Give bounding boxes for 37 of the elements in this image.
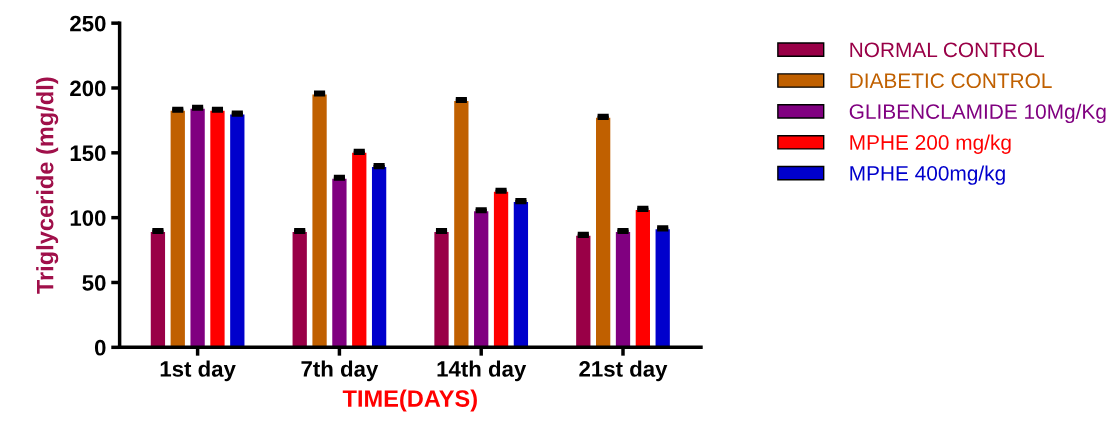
y-tick-label: 0 [94, 339, 106, 356]
y-tick-label: 200 [70, 80, 106, 97]
bar [332, 178, 347, 348]
bar [312, 94, 327, 348]
bar [190, 108, 205, 348]
bar [230, 114, 245, 348]
bar [352, 152, 367, 348]
bar [454, 100, 469, 348]
bar [596, 117, 611, 348]
bar [371, 167, 387, 348]
legend-label: DIABETIC CONTROL [850, 73, 1052, 89]
y-tick-label: 250 [70, 15, 106, 32]
y-tick-label: 50 [82, 275, 106, 291]
legend-label: NORMAL CONTROL [850, 42, 1045, 58]
x-tick-label: 7th day [301, 360, 379, 382]
x-tick-label: 21st day [579, 360, 668, 382]
y-tick-label: 100 [70, 210, 106, 226]
bar [493, 191, 509, 348]
bar [210, 110, 225, 348]
x-axis-title: TIME(DAYS) [342, 389, 477, 412]
bar [292, 231, 307, 348]
legend-label: MPHE 400mg/kg [850, 165, 1005, 185]
legend-label: MPHE 200 mg/kg [850, 134, 1011, 154]
bar [513, 202, 529, 348]
bar [635, 209, 650, 348]
bar [655, 229, 670, 348]
bar [615, 231, 631, 348]
bar [150, 231, 166, 348]
x-tick-label: 1st day [160, 360, 236, 382]
bar [474, 211, 489, 348]
legend-label: GLIBENCLAMIDE 10Mg/Kg [849, 103, 1106, 124]
x-tick-label: 14th day [437, 360, 527, 382]
bar [434, 231, 449, 348]
bar [576, 235, 591, 348]
bar [170, 110, 185, 348]
y-tick-label: 150 [70, 145, 106, 162]
y-axis-title: Triglyceride (mg/dl) [36, 77, 59, 294]
